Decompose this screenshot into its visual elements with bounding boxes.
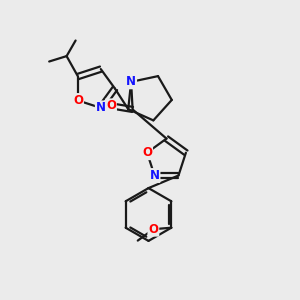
Text: O: O xyxy=(73,94,83,107)
Text: O: O xyxy=(106,99,116,112)
Text: N: N xyxy=(126,75,136,88)
Text: O: O xyxy=(148,223,158,236)
Text: N: N xyxy=(96,101,106,114)
Text: N: N xyxy=(149,169,160,182)
Text: O: O xyxy=(142,146,152,159)
